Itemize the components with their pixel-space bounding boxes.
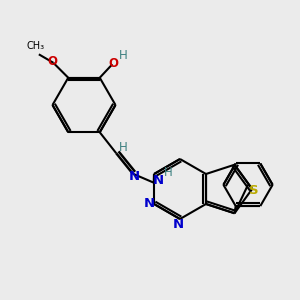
Text: S: S	[249, 184, 259, 197]
Text: N: N	[173, 218, 184, 231]
Text: H: H	[119, 141, 128, 154]
Text: N: N	[129, 170, 140, 183]
Text: H: H	[164, 166, 172, 179]
Text: O: O	[108, 57, 118, 70]
Text: N: N	[152, 174, 164, 188]
Text: O: O	[47, 55, 57, 68]
Text: N: N	[143, 197, 155, 210]
Text: CH₃: CH₃	[26, 41, 44, 51]
Text: H: H	[119, 49, 128, 62]
